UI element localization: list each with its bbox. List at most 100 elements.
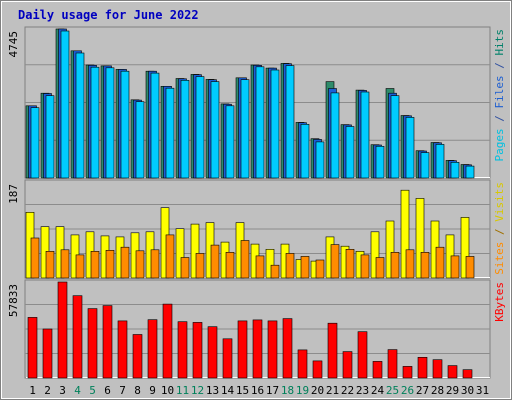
- x-tick-label: 29: [446, 384, 459, 397]
- y-max-label: 4745: [7, 31, 20, 58]
- bar-kbytes-day-30: [462, 369, 473, 379]
- bar-pages-day-24: [375, 146, 385, 179]
- bar-kbytes-day-22: [342, 351, 353, 379]
- panels-group: 4745 Pages / Files / Hits 187 Sites / Visit…: [7, 26, 506, 379]
- bar-visits-day-25: [385, 220, 395, 279]
- bar-pages-day-14: [225, 105, 235, 179]
- bar-sites-day-27: [420, 252, 430, 279]
- x-tick-label: 8: [134, 384, 141, 397]
- x-tick-label: 28: [431, 384, 444, 397]
- bar-kbytes-day-25: [387, 349, 398, 379]
- legend-part: KBytes: [493, 282, 506, 322]
- bar-pages-day-18: [285, 65, 295, 179]
- bar-kbytes-day-11: [177, 321, 188, 379]
- bar-sites-day-2: [45, 251, 55, 279]
- x-tick-label: 25: [386, 384, 399, 397]
- bar-pages-day-11: [180, 80, 190, 179]
- x-tick-label: 31: [476, 384, 489, 397]
- bar-pages-day-3: [60, 30, 70, 179]
- bar-kbytes-day-19: [297, 349, 308, 379]
- x-tick-label: 22: [341, 384, 354, 397]
- bar-pages-day-22: [345, 126, 355, 179]
- x-tick-label: 2: [44, 384, 51, 397]
- x-tick-label: 11: [176, 384, 189, 397]
- bar-kbytes-day-6: [102, 305, 113, 379]
- bar-kbytes-day-5: [87, 308, 98, 379]
- bar-visits-day-11: [175, 228, 185, 279]
- x-tick-label: 27: [416, 384, 429, 397]
- bar-sites-day-5: [90, 251, 100, 279]
- y-max-label: 57833: [7, 284, 20, 317]
- bar-sites-day-28: [435, 246, 445, 279]
- x-tick-label: 23: [356, 384, 369, 397]
- bar-pages-day-12: [195, 76, 205, 179]
- bar-kbytes-day-20: [312, 360, 323, 379]
- bar-sites-day-7: [120, 246, 130, 279]
- bar-kbytes-day-23: [357, 331, 368, 379]
- bar-sites-day-20: [315, 259, 325, 279]
- bar-sites-day-19: [300, 256, 310, 279]
- bar-kbytes-day-29: [447, 365, 458, 379]
- bar-sites-day-8: [135, 250, 145, 279]
- bar-kbytes-day-2: [42, 328, 53, 379]
- bar-pages-day-15: [240, 79, 250, 179]
- x-tick-label: 5: [89, 384, 96, 397]
- bar-sites-day-25: [390, 252, 400, 279]
- bar-kbytes-day-13: [207, 326, 218, 379]
- bar-pages-day-29: [450, 162, 460, 179]
- x-tick-label: 3: [59, 384, 66, 397]
- bar-pages-day-5: [90, 66, 100, 179]
- bar-sites-day-24: [375, 257, 385, 279]
- bar-pages-day-25: [390, 95, 400, 179]
- bar-sites-day-26: [405, 249, 415, 279]
- bar-kbytes-day-16: [252, 319, 263, 379]
- x-tick-label: 13: [206, 384, 219, 397]
- x-tick-label: 24: [371, 384, 385, 397]
- bar-sites-day-18: [285, 253, 295, 279]
- bar-kbytes-day-12: [192, 322, 203, 379]
- bar-pages-day-13: [210, 81, 220, 179]
- legend-part: /: [493, 222, 506, 242]
- x-tick-label: 10: [161, 384, 174, 397]
- chart-title: Daily usage for June 2022: [18, 8, 199, 22]
- bar-pages-day-26: [405, 117, 415, 179]
- x-tick-label: 4: [74, 384, 81, 397]
- bar-pages-day-21: [330, 92, 340, 179]
- legend-part: Hits: [493, 29, 506, 56]
- bar-visits-day-30: [460, 217, 470, 279]
- x-tick-label: 7: [119, 384, 126, 397]
- bar-pages-day-20: [315, 141, 325, 179]
- legend-part: /: [493, 109, 506, 129]
- bar-kbytes-day-15: [237, 320, 248, 379]
- bar-sites-day-17: [270, 264, 280, 279]
- bar-pages-day-27: [420, 152, 430, 179]
- bar-pages-day-8: [135, 101, 145, 179]
- bar-kbytes-day-26: [402, 366, 413, 379]
- x-tick-label: 12: [191, 384, 204, 397]
- x-tick-label: 16: [251, 384, 264, 397]
- bar-sites-day-12: [195, 253, 205, 279]
- bar-kbytes-day-1: [27, 317, 38, 379]
- legend-part: Visits: [493, 182, 506, 222]
- x-tick-label: 9: [149, 384, 156, 397]
- bar-visits-day-24: [370, 231, 380, 279]
- bar-pages-day-10: [165, 87, 175, 179]
- bar-pages-day-16: [255, 66, 265, 179]
- bar-pages-day-2: [45, 95, 55, 179]
- bar-sites-day-21: [330, 244, 340, 279]
- bar-kbytes-day-3: [57, 281, 68, 379]
- x-tick-label: 17: [266, 384, 279, 397]
- bar-pages-day-30: [465, 165, 475, 179]
- x-tick-label: 14: [221, 384, 235, 397]
- bar-pages-day-4: [75, 52, 85, 179]
- legend-part: /: [493, 56, 506, 76]
- bar-pages-day-28: [435, 144, 445, 179]
- x-tick-label: 1: [29, 384, 36, 397]
- bar-pages-day-23: [360, 91, 370, 179]
- bar-pages-day-1: [30, 107, 40, 179]
- x-tick-label: 20: [311, 384, 324, 397]
- bar-sites-day-14: [225, 252, 235, 279]
- series-legend: KBytes: [493, 282, 506, 322]
